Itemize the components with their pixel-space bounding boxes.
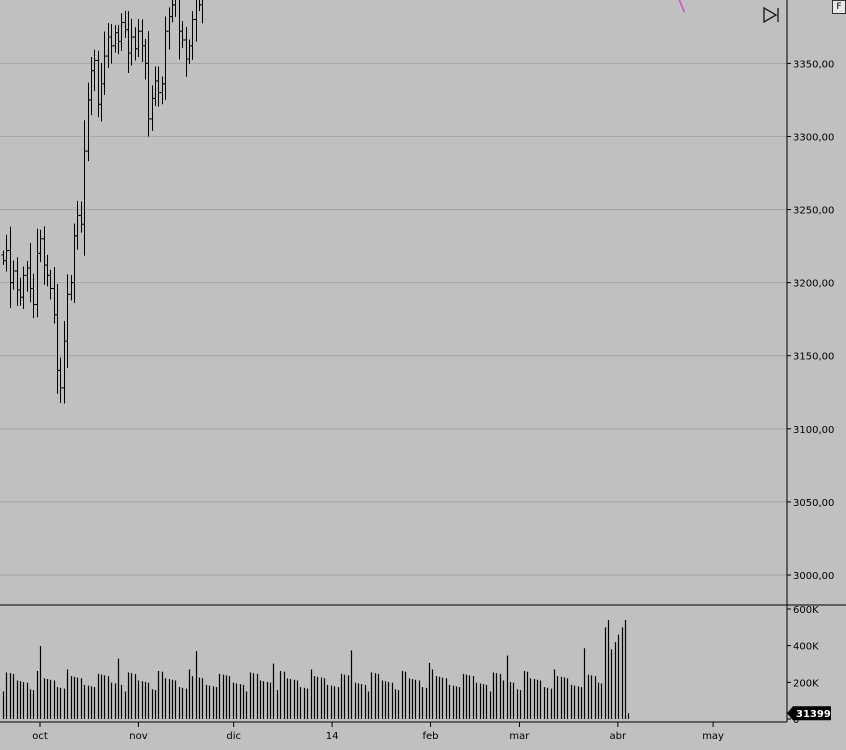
price-bar <box>119 13 124 51</box>
price-bar <box>11 260 16 290</box>
price-bar <box>156 66 161 107</box>
price-bar <box>89 57 94 116</box>
time-tick-label: dic <box>226 731 241 742</box>
time-tick-label: 14 <box>326 731 339 742</box>
price-bar <box>167 7 172 50</box>
volume-tick-label: 0 <box>793 715 799 726</box>
price-bar <box>1 250 6 265</box>
price-bar <box>184 26 189 77</box>
price-tick-label: 3050,00 <box>793 498 834 509</box>
price-bar <box>179 0 182 60</box>
price-bar <box>75 200 80 250</box>
price-bar <box>170 0 175 23</box>
price-bar <box>180 21 185 48</box>
corner-f-button[interactable]: F <box>832 0 846 14</box>
price-bar <box>18 277 23 306</box>
last-volume-label: 31399 <box>796 709 831 720</box>
time-tick-label: oct <box>32 731 48 742</box>
price-bar <box>82 120 87 256</box>
price-bar <box>25 261 30 292</box>
trend-channel-line[interactable] <box>542 0 686 13</box>
price-bar <box>45 254 50 287</box>
price-bar <box>143 38 148 80</box>
price-bar <box>150 85 155 131</box>
price-tick-label: 3150,00 <box>793 352 834 363</box>
time-tick-label: nov <box>129 731 147 742</box>
time-tick-label: feb <box>423 731 439 742</box>
price-tick-label: 3200,00 <box>793 279 834 290</box>
price-bar <box>199 0 202 12</box>
price-bar <box>62 320 67 404</box>
price-bar <box>123 10 128 38</box>
price-tick-label: 3350,00 <box>793 59 834 70</box>
price-bar <box>194 0 197 42</box>
price-bar <box>28 242 33 303</box>
price-bar <box>146 31 151 137</box>
volume-tick-label: 400K <box>793 642 819 653</box>
price-bar <box>173 0 176 17</box>
price-bar <box>31 273 36 319</box>
price-bar <box>190 11 195 60</box>
price-bar <box>116 24 121 55</box>
price-bar <box>15 257 20 306</box>
volume-tick-label: 600K <box>793 605 819 616</box>
price-bar <box>42 226 47 285</box>
price-bar <box>102 31 107 96</box>
price-bar <box>163 16 168 100</box>
price-bar <box>187 39 192 65</box>
price-bar <box>92 49 97 91</box>
price-bar <box>136 19 141 57</box>
price-bar <box>69 274 74 301</box>
price-bar <box>129 18 134 66</box>
price-bar <box>106 23 111 68</box>
price-bar <box>55 283 60 394</box>
price-bar <box>133 27 138 61</box>
time-tick-label: abr <box>610 731 627 742</box>
price-tick-label: 3250,00 <box>793 206 834 217</box>
price-bar <box>109 23 114 64</box>
last-volume-marker: 31399 <box>787 706 831 721</box>
price-tick-label: 3000,00 <box>793 571 834 582</box>
price-bar <box>35 228 40 318</box>
price-bar <box>4 234 9 272</box>
price-tick-label: 3300,00 <box>793 132 834 143</box>
price-bar <box>79 201 84 233</box>
price-bar <box>86 82 91 162</box>
time-tick-label: mar <box>509 731 530 742</box>
volume-tick-label: 200K <box>793 678 819 689</box>
price-bar <box>65 274 70 369</box>
price-tick-label: 3100,00 <box>793 425 834 436</box>
price-bar <box>8 226 13 309</box>
last-volume-badge <box>787 706 831 721</box>
play-end-button[interactable] <box>760 6 782 24</box>
price-bar <box>160 76 165 105</box>
price-bar <box>200 0 203 24</box>
price-bar <box>140 19 145 62</box>
price-bar <box>99 62 104 122</box>
price-bar <box>153 66 158 106</box>
time-tick-label: may <box>702 731 724 742</box>
price-bar <box>48 269 53 300</box>
price-bar <box>58 357 63 404</box>
price-bar <box>96 50 101 118</box>
price-bar <box>113 25 118 53</box>
price-bar <box>38 229 43 263</box>
price-bar <box>21 266 26 309</box>
